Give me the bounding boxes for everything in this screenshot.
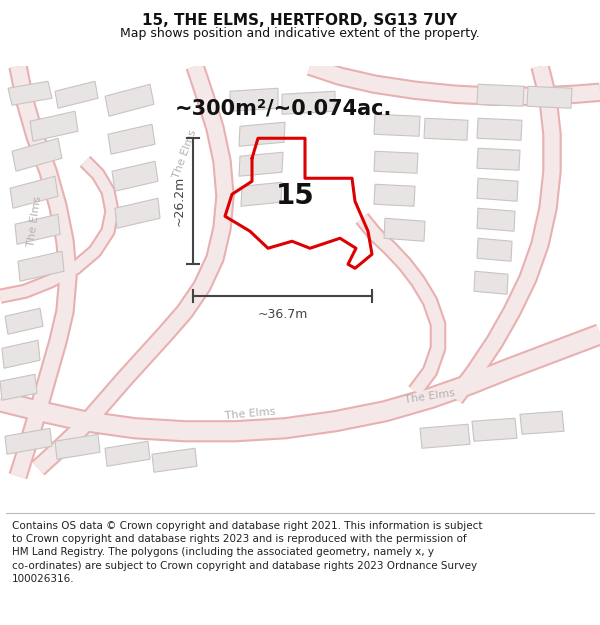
Polygon shape [384, 218, 425, 241]
Polygon shape [420, 424, 470, 448]
Text: The Elms: The Elms [224, 407, 276, 421]
Polygon shape [374, 114, 420, 136]
Polygon shape [8, 81, 52, 105]
Polygon shape [15, 214, 60, 244]
Text: The Elms: The Elms [26, 195, 44, 248]
Polygon shape [282, 91, 335, 114]
Polygon shape [108, 124, 155, 154]
Polygon shape [477, 238, 512, 261]
Text: ~36.7m: ~36.7m [257, 308, 308, 321]
Polygon shape [55, 434, 100, 459]
Polygon shape [112, 161, 158, 191]
Polygon shape [374, 151, 418, 173]
Text: 15, THE ELMS, HERTFORD, SG13 7UY: 15, THE ELMS, HERTFORD, SG13 7UY [142, 13, 458, 28]
Polygon shape [477, 148, 520, 170]
Polygon shape [30, 111, 78, 141]
Polygon shape [239, 122, 285, 146]
Polygon shape [241, 182, 282, 206]
Polygon shape [527, 86, 572, 108]
Polygon shape [520, 411, 564, 434]
Polygon shape [477, 178, 518, 201]
Text: 15: 15 [275, 182, 314, 210]
Text: The Elms: The Elms [172, 129, 199, 180]
Text: Map shows position and indicative extent of the property.: Map shows position and indicative extent… [120, 27, 480, 40]
Polygon shape [105, 84, 154, 116]
Polygon shape [55, 81, 98, 108]
Text: ~300m²/~0.074ac.: ~300m²/~0.074ac. [175, 98, 392, 118]
Polygon shape [12, 138, 62, 171]
Polygon shape [105, 441, 150, 466]
Polygon shape [477, 84, 524, 106]
Polygon shape [0, 374, 37, 400]
Text: Contains OS data © Crown copyright and database right 2021. This information is : Contains OS data © Crown copyright and d… [12, 521, 482, 584]
Polygon shape [152, 448, 197, 472]
Polygon shape [115, 198, 160, 228]
Polygon shape [472, 418, 517, 441]
Polygon shape [10, 176, 58, 208]
Polygon shape [2, 340, 40, 368]
Polygon shape [5, 308, 43, 334]
Polygon shape [424, 118, 468, 140]
Polygon shape [477, 208, 515, 231]
Polygon shape [239, 152, 283, 176]
Polygon shape [230, 88, 278, 111]
Polygon shape [477, 118, 522, 140]
Polygon shape [18, 251, 64, 281]
Text: The Elms: The Elms [404, 388, 456, 405]
Polygon shape [374, 184, 415, 206]
Polygon shape [5, 428, 52, 454]
Polygon shape [474, 271, 508, 294]
Text: ~26.2m: ~26.2m [173, 176, 185, 226]
